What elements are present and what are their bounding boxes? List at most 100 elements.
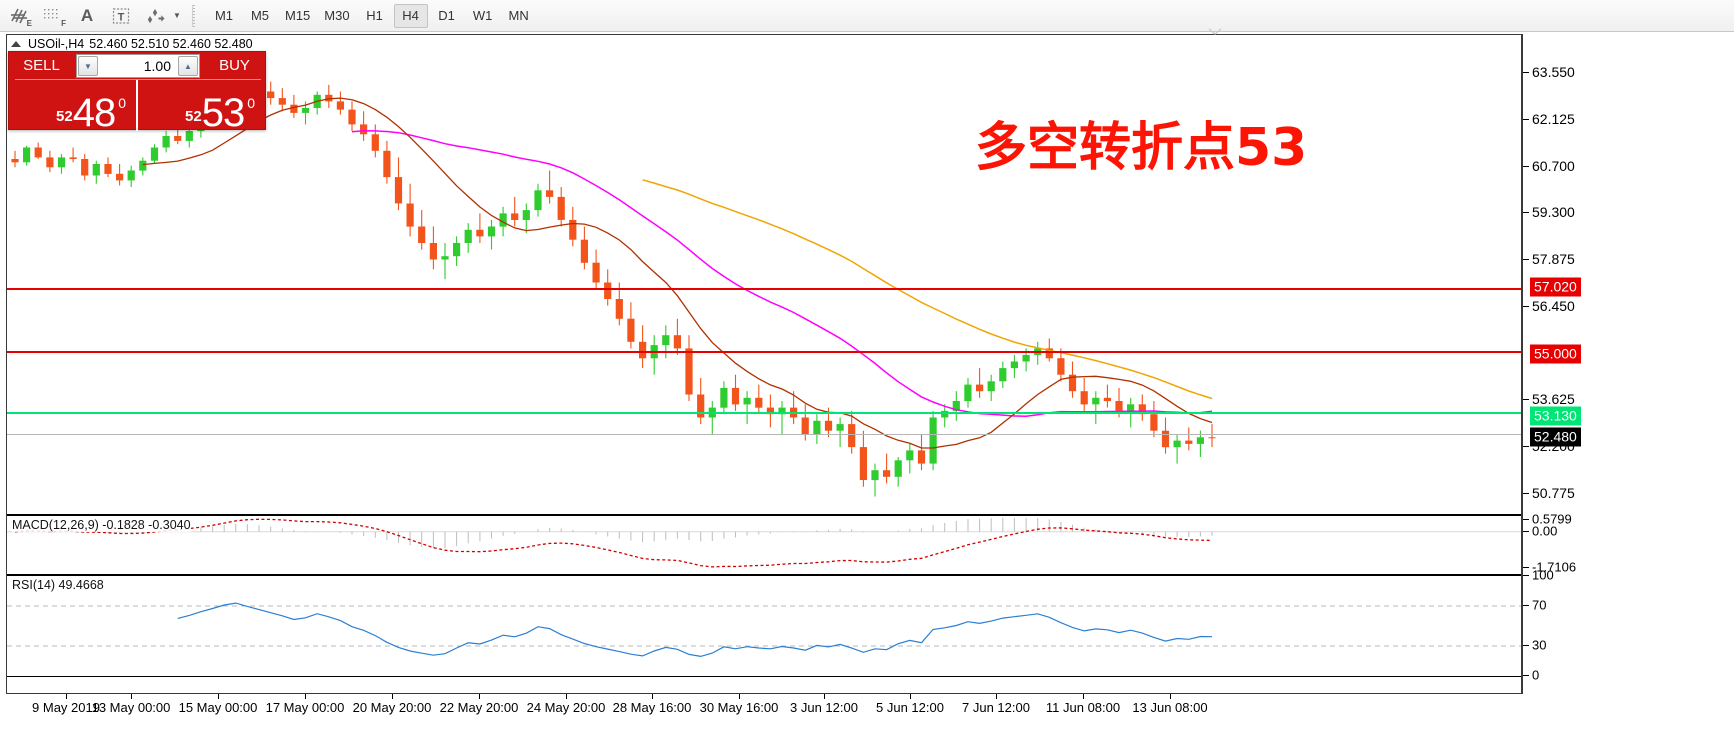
sell-button[interactable]: SELL xyxy=(23,57,60,74)
grid-chart-icon[interactable]: F xyxy=(38,2,68,30)
macd-pane[interactable]: MACD(12,26,9) -0.1828 -0.3040 xyxy=(7,514,1521,572)
rsi-axis-tick xyxy=(1523,575,1529,576)
price-axis-label: 63.550 xyxy=(1532,64,1575,81)
sell-price-cell[interactable]: 52 48 0 xyxy=(9,80,136,135)
sell-price-main: 48 xyxy=(72,91,116,135)
price-level-box-55000[interactable]: 55.000 xyxy=(1530,344,1581,364)
current-price-line-52480[interactable] xyxy=(7,434,1521,435)
price-axis-label: 50.775 xyxy=(1532,485,1575,502)
rsi-pane[interactable]: RSI(14) 49.4668 xyxy=(7,574,1521,676)
volume-increase-button[interactable]: ▲ xyxy=(178,56,198,76)
volume-value[interactable]: 1.00 xyxy=(143,58,171,74)
price-axis-label: 56.450 xyxy=(1532,298,1575,315)
indicators-dropdown-caret-icon[interactable]: ▼ xyxy=(173,11,181,20)
buy-button[interactable]: BUY xyxy=(219,57,250,74)
date-axis-label: 20 May 20:00 xyxy=(352,700,432,715)
volume-decrease-button[interactable]: ▼ xyxy=(78,56,98,76)
date-axis-label: 17 May 00:00 xyxy=(265,700,345,715)
price-axis-tick xyxy=(1523,212,1529,214)
resistance-line-55000[interactable] xyxy=(7,351,1521,353)
rsi-axis-label: 70 xyxy=(1532,597,1547,613)
date-axis-tick xyxy=(131,694,132,699)
price-axis-tick xyxy=(1523,306,1529,308)
chart-expand-icon[interactable] xyxy=(11,40,21,47)
price-axis[interactable]: 63.550 62.125 60.700 59.300 57.875 56.450 53.6… xyxy=(1522,34,1728,694)
macd-label: MACD(12,26,9) -0.1828 -0.3040 xyxy=(12,518,191,532)
rsi-axis-label: 0 xyxy=(1532,667,1540,683)
date-axis-tick xyxy=(392,694,393,699)
toolbar: E F A T xyxy=(0,0,1734,32)
price-axis-label: 53.625 xyxy=(1532,391,1575,408)
date-axis-label: 24 May 20:00 xyxy=(526,700,606,715)
timeframe-d1[interactable]: D1 xyxy=(438,8,455,23)
date-axis-tick xyxy=(1170,694,1171,699)
symbol-ohlc: 52.460 52.510 52.460 52.480 xyxy=(89,36,253,51)
date-axis-tick xyxy=(218,694,219,699)
date-axis-label: 3 Jun 12:00 xyxy=(790,700,858,715)
timeframe-w1[interactable]: W1 xyxy=(472,8,493,23)
timeframe-m1[interactable]: M1 xyxy=(214,8,234,23)
symbol-info-bar: USOil-,H4 52.460 52.510 52.460 52.480 xyxy=(7,35,1521,52)
candlestick-plot xyxy=(11,65,1216,497)
buy-price-prefix: 52 xyxy=(185,108,202,125)
timeframe-h1[interactable]: H1 xyxy=(366,8,383,23)
sell-price-prefix: 52 xyxy=(56,108,73,125)
rsi-axis-label: 30 xyxy=(1532,637,1547,653)
macd-axis-label: 0.00 xyxy=(1532,523,1558,539)
buy-price-cell[interactable]: 52 53 0 xyxy=(136,80,265,135)
macd-axis-label: 0.5799 xyxy=(1532,511,1572,527)
rsi-axis-tick xyxy=(1523,675,1529,676)
text-box-icon[interactable]: T xyxy=(106,2,136,30)
price-axis-tick xyxy=(1523,259,1529,261)
chart-collapse-handle[interactable] xyxy=(1208,28,1222,35)
timeframe-m15[interactable]: M15 xyxy=(285,8,311,23)
date-axis-tick xyxy=(652,694,653,699)
price-axis-tick xyxy=(1523,493,1529,495)
timeframe-m30[interactable]: M30 xyxy=(324,8,350,23)
rsi-axis-label: 100 xyxy=(1532,567,1554,583)
date-axis-labels: 9 May 2019 13 May 00:00 15 May 00:00 17 May… xyxy=(0,694,1734,754)
one-click-trading-panel[interactable]: SELL ▼ 1.00 ▲ BUY 52 48 0 52 53 0 xyxy=(8,51,266,135)
price-axis-label: 59.300 xyxy=(1532,204,1575,221)
symbol-name: USOil-,H4 xyxy=(28,36,85,51)
macd-axis-tick xyxy=(1523,530,1529,532)
one-click-panel-quotes: 52 48 0 52 53 0 xyxy=(9,80,265,135)
candlestick-chart-icon[interactable]: E xyxy=(4,2,34,30)
price-axis-label: 62.125 xyxy=(1532,111,1575,128)
price-pane[interactable] xyxy=(7,52,1521,513)
timeframe-m5[interactable]: M5 xyxy=(250,8,270,23)
buy-price-main: 53 xyxy=(201,91,245,135)
chart-annotation-text[interactable]: 多空转折点53 xyxy=(975,118,1308,178)
indicators-icon[interactable] xyxy=(140,2,170,30)
date-axis-label: 5 Jun 12:00 xyxy=(876,700,944,715)
macd-axis-tick xyxy=(1523,518,1529,520)
date-axis-label: 15 May 00:00 xyxy=(178,700,258,715)
rsi-axis-tick xyxy=(1523,645,1529,646)
date-axis-tick xyxy=(1083,694,1084,699)
rsi-axis-tick xyxy=(1523,605,1529,606)
price-axis-tick xyxy=(1523,446,1529,448)
volume-stepper[interactable]: ▼ 1.00 ▲ xyxy=(76,54,200,78)
svg-text:T: T xyxy=(118,11,125,23)
price-level-box-57020[interactable]: 57.020 xyxy=(1530,277,1581,297)
time-axis xyxy=(7,676,1521,694)
grid-icon-sub: F xyxy=(61,18,66,28)
price-level-box-52480[interactable]: 52.480 xyxy=(1530,427,1581,447)
timeframe-h4[interactable]: H4 xyxy=(393,3,428,28)
price-axis-tick xyxy=(1523,399,1529,401)
date-axis-label: 13 Jun 08:00 xyxy=(1132,700,1208,715)
one-click-panel-divider xyxy=(15,79,261,80)
date-axis-label: 28 May 16:00 xyxy=(612,700,692,715)
one-click-panel-header: SELL ▼ 1.00 ▲ BUY xyxy=(9,52,265,80)
macd-axis-tick xyxy=(1523,567,1529,568)
pivot-line-53130[interactable] xyxy=(7,412,1521,414)
date-axis-tick xyxy=(824,694,825,699)
timeframe-mn[interactable]: MN xyxy=(508,8,529,23)
text-label-icon[interactable]: A xyxy=(80,5,94,25)
price-level-box-53130[interactable]: 53.130 xyxy=(1530,406,1581,425)
resistance-line-57020[interactable] xyxy=(7,288,1521,290)
date-axis-tick xyxy=(479,694,480,699)
chart-frame[interactable]: USOil-,H4 52.460 52.510 52.460 52.480 MA… xyxy=(6,34,1522,694)
price-axis-tick xyxy=(1523,166,1529,168)
